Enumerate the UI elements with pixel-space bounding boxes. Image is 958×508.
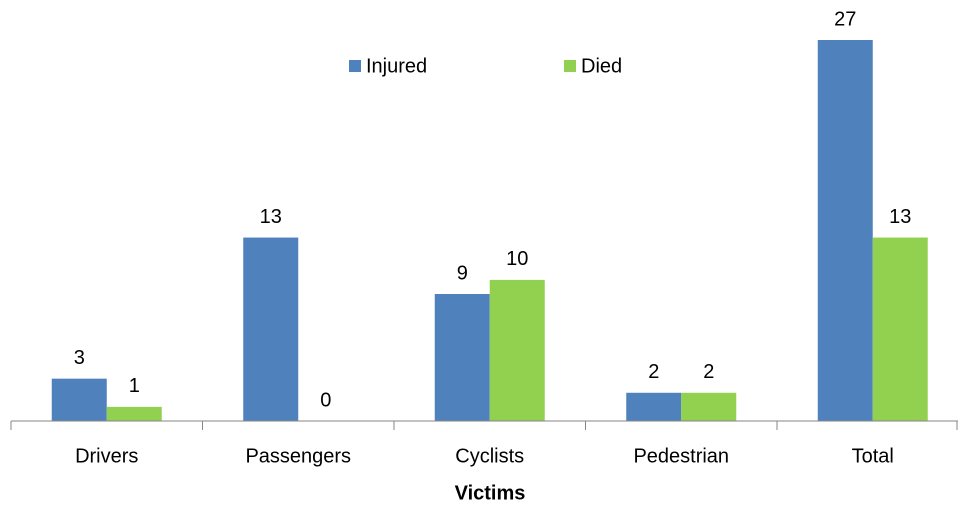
- legend-swatch: [564, 60, 576, 72]
- x-tick-label: Pedestrian: [633, 445, 729, 467]
- bar: [243, 237, 299, 421]
- bar: [681, 392, 737, 421]
- bar: [817, 40, 873, 421]
- value-label: 0: [320, 389, 331, 411]
- value-label: 10: [506, 248, 528, 270]
- bar: [106, 406, 162, 421]
- value-label: 1: [129, 375, 140, 397]
- value-label: 2: [703, 361, 714, 383]
- x-tick-label: Cyclists: [455, 445, 524, 467]
- x-tick-label: Passengers: [245, 445, 351, 467]
- bar: [434, 294, 490, 421]
- value-label: 9: [457, 262, 468, 284]
- x-axis-title: Victims: [455, 482, 526, 504]
- x-tick-label: Drivers: [75, 445, 138, 467]
- value-label: 3: [74, 347, 85, 369]
- bar: [872, 237, 928, 421]
- value-label: 27: [834, 8, 856, 30]
- x-tick-label: Total: [852, 445, 894, 467]
- value-label: 13: [260, 206, 282, 228]
- bar: [626, 392, 682, 421]
- value-label: 13: [889, 206, 911, 228]
- legend-swatch: [349, 60, 361, 72]
- legend-label: Died: [581, 55, 622, 77]
- bar: [489, 279, 545, 421]
- bar: [51, 378, 107, 421]
- value-label: 2: [648, 361, 659, 383]
- legend-label: Injured: [366, 55, 427, 77]
